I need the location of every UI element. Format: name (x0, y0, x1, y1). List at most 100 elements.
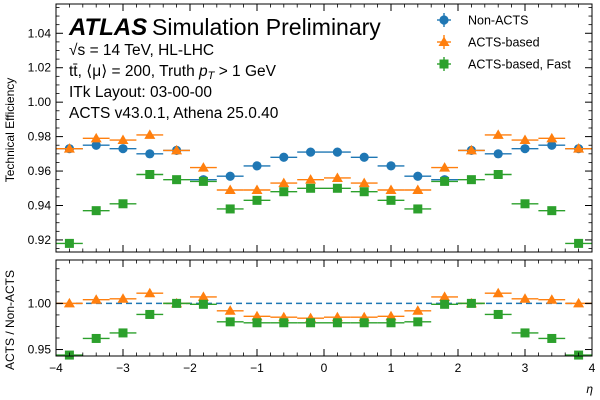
data-point (547, 206, 557, 216)
data-point (466, 175, 476, 185)
data-point (386, 318, 396, 328)
data-point (440, 176, 450, 186)
main-series-acts-based (56, 129, 592, 194)
sample-line: tt̄, ⟨μ⟩ = 200, Truth pT > 1 GeV (69, 63, 277, 82)
data-point (145, 170, 155, 179)
ratio-panel-marks (56, 287, 592, 360)
data-point (118, 199, 128, 209)
legend-label: Non-ACTS (468, 14, 528, 28)
data-point (252, 161, 262, 171)
legend: Non-ACTS ACTS-based ACTS-based, Fast (437, 13, 571, 72)
legend-label: ACTS-based, Fast (468, 58, 571, 72)
data-point (197, 291, 209, 301)
data-point (225, 204, 235, 214)
data-point (413, 171, 423, 181)
x-axis-label: η (586, 382, 593, 396)
software-line: ACTS v43.0.1, Athena 25.0.40 (69, 105, 279, 122)
legend-label: ACTS-based (468, 36, 540, 50)
x-tick-label: 4 (589, 361, 596, 375)
data-point (493, 170, 503, 179)
data-point (359, 187, 369, 197)
data-point (118, 144, 128, 154)
data-point (413, 317, 423, 327)
ratio-panel-ticks: −4 −3 −2 −1 0 1 2 3 4 0.95 1.00 (28, 260, 596, 375)
atlas-status: Simulation Preliminary (152, 14, 381, 40)
data-point (252, 318, 262, 328)
data-point (306, 147, 316, 157)
data-point (279, 187, 289, 197)
legend-marker (439, 59, 449, 69)
data-point (251, 184, 263, 194)
data-point (224, 305, 236, 315)
data-point (252, 195, 262, 205)
x-tick-label: 2 (455, 361, 462, 375)
data-point (144, 287, 156, 298)
x-tick-label: −3 (116, 361, 130, 375)
legend-marker (438, 36, 450, 46)
y-tick-label: 1.04 (28, 26, 52, 40)
data-point (439, 162, 451, 172)
data-point (225, 317, 235, 327)
y-tick-label: 1.00 (28, 296, 52, 310)
data-point (519, 134, 531, 145)
legend-item: Non-ACTS (437, 13, 528, 28)
data-point (117, 134, 129, 145)
data-point (385, 184, 397, 194)
data-point (412, 305, 424, 315)
data-point (90, 132, 102, 143)
data-point (306, 183, 316, 193)
data-point (439, 291, 451, 301)
x-tick-label: 1 (388, 361, 395, 375)
data-point (91, 206, 101, 216)
data-point (493, 149, 503, 159)
data-point (118, 328, 128, 338)
data-point (386, 161, 396, 171)
data-point (573, 143, 585, 153)
data-point (385, 310, 397, 321)
ratio-series-acts-based (56, 287, 592, 323)
plot-annotation: ATLAS Simulation Preliminary √s = 14 TeV… (68, 14, 381, 122)
data-point (197, 162, 209, 172)
data-point (306, 318, 316, 328)
data-point (63, 297, 75, 308)
data-point (359, 318, 369, 328)
data-point (63, 143, 75, 153)
data-point (546, 132, 558, 143)
data-point (91, 140, 101, 150)
y-tick-label: 0.95 (28, 343, 52, 357)
data-point (279, 318, 289, 328)
x-tick-label: −1 (250, 361, 264, 375)
data-point (224, 184, 236, 194)
atlas-brand: ATLAS (68, 14, 147, 41)
data-point (279, 152, 289, 162)
data-point (413, 204, 423, 214)
data-point (546, 294, 558, 304)
data-point (493, 309, 503, 319)
ratio-y-axis-label: ACTS / Non-ACTS (3, 270, 17, 370)
data-point (64, 238, 74, 248)
sample-pt: p (198, 63, 208, 80)
data-point (466, 298, 476, 308)
data-point (198, 176, 208, 186)
data-point (278, 177, 290, 188)
data-point (520, 328, 530, 338)
data-point (331, 172, 343, 182)
layout-line: ITk Layout: 03-00-00 (69, 84, 212, 101)
y-tick-label: 1.02 (28, 61, 52, 75)
data-point (358, 177, 370, 188)
main-series-acts-based-fast (56, 170, 592, 248)
sample-pt-sub: T (208, 70, 216, 82)
data-point (332, 318, 342, 328)
data-point (90, 294, 102, 304)
y-tick-label: 0.96 (28, 164, 52, 178)
data-point (198, 299, 208, 309)
data-point (144, 129, 156, 139)
data-point (492, 129, 504, 139)
x-tick-label: 0 (321, 361, 328, 375)
data-point (520, 199, 530, 209)
energy-line: √s = 14 TeV, HL-LHC (69, 42, 214, 59)
data-point (117, 293, 129, 303)
sample-pt-cut: > 1 GeV (214, 63, 276, 80)
data-point (574, 238, 584, 248)
